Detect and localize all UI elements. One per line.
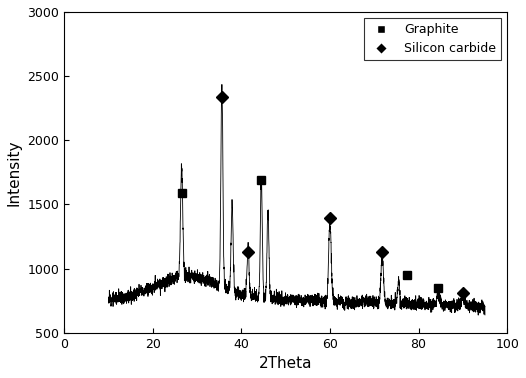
Legend: Graphite, Silicon carbide: Graphite, Silicon carbide [364,18,501,60]
Y-axis label: Intensity: Intensity [7,139,22,206]
X-axis label: 2Theta: 2Theta [259,356,312,371]
